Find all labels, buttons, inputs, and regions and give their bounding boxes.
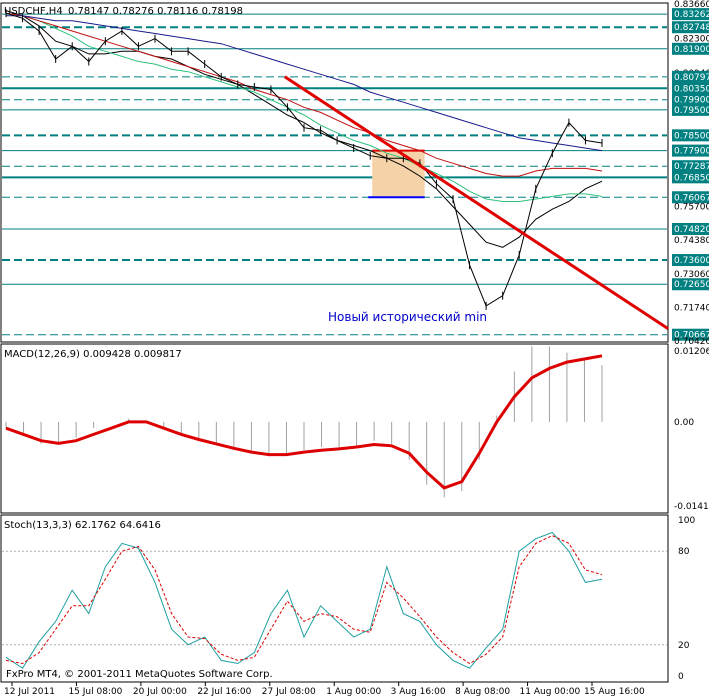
- price-bars: [5, 9, 603, 310]
- price-label-box: [672, 278, 709, 291]
- x-tick-label: 8 Aug 08:00: [455, 687, 510, 697]
- macd-panel[interactable]: MACD(12,26,9) 0.009428 0.009817 0.012060…: [0, 343, 709, 514]
- stochastic-tick-label: 80: [678, 547, 690, 557]
- price-label-box: [672, 223, 709, 236]
- price-label-box: [672, 103, 709, 116]
- price-label: 0.77287: [674, 162, 709, 172]
- moving-average-line: [5, 10, 603, 248]
- x-axis: 12 Jul 2011 15 Jul 08:00 20 Jul 00:00 22 Ju…: [4, 682, 645, 697]
- price-tick-label: 0.71740: [674, 303, 709, 313]
- price-label: 0.80350: [674, 84, 709, 94]
- x-tick-label: 11 Aug 00:00: [520, 687, 581, 697]
- stochastic-panel[interactable]: Stoch(13,3,3) 62.1762 64.6416 100 80 20 0 F…: [0, 514, 695, 683]
- moving-average-line: [6, 15, 603, 152]
- stochastic-levels: [2, 550, 667, 646]
- x-tick-label: 15 Jul 08:00: [68, 687, 122, 697]
- macd-tick-label: 0.00: [674, 418, 694, 428]
- macd-signal-line: [5, 354, 603, 490]
- macd-tick-label: -0.01417: [674, 502, 709, 512]
- price-label-box: [672, 70, 709, 83]
- x-tick-label: 27 Jul 08:00: [262, 687, 316, 697]
- annotation-label: Новый исторический min: [328, 310, 487, 324]
- price-label-box: [672, 21, 709, 34]
- copyright-text: FxPro MT4, © 2001-2011 MetaQuotes Softwa…: [6, 669, 273, 680]
- macd-header: MACD(12,26,9) 0.009428 0.009817: [4, 349, 182, 360]
- stochastic-header: Stoch(13,3,3) 62.1762 64.6416: [4, 520, 161, 531]
- price-label: 0.80797: [674, 73, 709, 83]
- stochastic-tick-label: 0: [678, 672, 684, 682]
- macd-panel-frame: [0, 343, 669, 514]
- price-label: 0.76850: [674, 173, 709, 183]
- price-label: 0.74820: [674, 225, 709, 235]
- price-label: 0.77900: [674, 147, 709, 157]
- price-label-box: [672, 42, 709, 55]
- price-label-box: [672, 129, 709, 142]
- x-tick-label: 15 Aug 16:00: [584, 687, 645, 697]
- price-label: 0.78500: [674, 131, 709, 141]
- x-tick-label: 12 Jul 2011: [4, 687, 55, 697]
- price-scale: 0.836600.832620.827480.823000.819000.809…: [672, 0, 709, 347]
- price-tick-label: 0.82300: [674, 35, 709, 45]
- price-label-box: [672, 254, 709, 267]
- price-panel[interactable]: USDCHF,H4 0.78147 0.78276 0.78116 0.7819…: [0, 0, 709, 347]
- x-tick-label: 1 Aug 00:00: [326, 687, 381, 697]
- price-tick-label: 0.73060: [674, 270, 709, 280]
- ohlc-header: 0.78147 0.78276 0.78116 0.78198: [68, 6, 243, 17]
- price-label-box: [672, 160, 709, 173]
- price-panel-frame: [0, 2, 669, 343]
- price-label-box: [672, 328, 709, 341]
- x-tick-label: 3 Aug 16:00: [391, 687, 446, 697]
- price-tick-label: 0.83660: [674, 0, 709, 10]
- stochastic-scale: 100 80 20 0: [678, 516, 695, 682]
- price-series: [5, 12, 603, 307]
- stochastic-signal-line: [5, 535, 603, 665]
- macd-histogram: [5, 346, 603, 498]
- stochastic-tick-label: 100: [678, 516, 695, 526]
- macd-tick-label: 0.01206: [674, 347, 709, 357]
- price-label: 0.70667: [674, 331, 709, 341]
- price-label: 0.79900: [674, 96, 709, 106]
- x-tick-label: 22 Jul 16:00: [197, 687, 251, 697]
- x-tick-label: 20 Jul 00:00: [133, 687, 187, 697]
- price-label: 0.82748: [674, 23, 709, 33]
- macd-scale: 0.01206 0.00 -0.01417: [674, 347, 709, 512]
- price-label-box: [672, 191, 709, 204]
- price-label: 0.79500: [674, 106, 709, 116]
- price-label-box: [672, 93, 709, 106]
- price-label-box: [672, 171, 709, 184]
- price-label-box: [672, 8, 709, 21]
- stochastic-main-line: [5, 531, 603, 669]
- price-label: 0.76067: [674, 193, 709, 203]
- price-tick-label: 0.74380: [674, 236, 709, 246]
- price-label: 0.72650: [674, 280, 709, 290]
- stochastic-tick-label: 20: [678, 641, 690, 651]
- price-label: 0.83262: [674, 10, 709, 20]
- price-tick-label: 0.70420: [674, 337, 709, 347]
- price-tick-label: 0.75700: [674, 203, 709, 213]
- symbol-header: USDCHF,H4: [4, 6, 63, 17]
- price-label: 0.81900: [674, 45, 709, 55]
- price-label-box: [672, 144, 709, 157]
- trend-line[interactable]: [283, 75, 669, 330]
- price-label: 0.73600: [674, 256, 709, 266]
- price-label-box: [672, 82, 709, 95]
- moving-average-line: [5, 12, 603, 202]
